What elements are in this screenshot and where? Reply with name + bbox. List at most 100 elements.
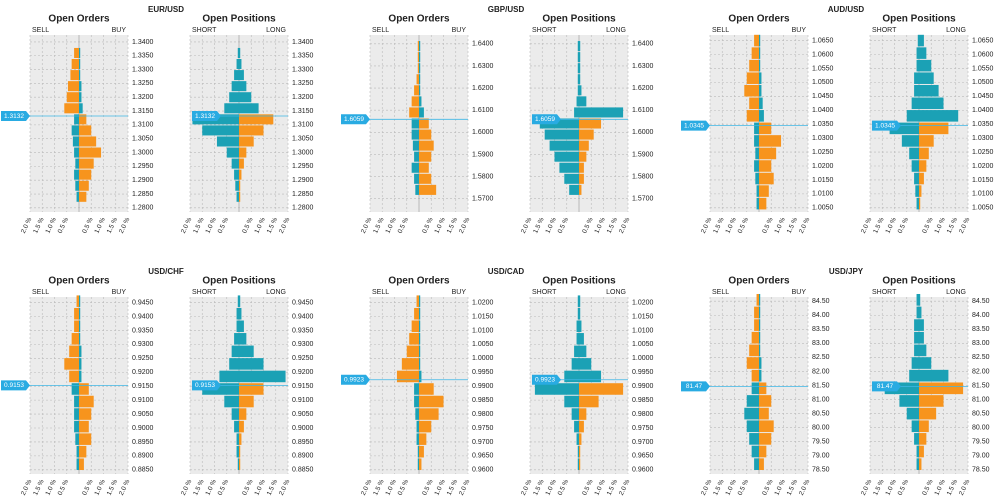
bar <box>202 383 239 395</box>
panel-title: Open Positions <box>202 276 276 287</box>
bar <box>579 320 582 333</box>
bar <box>756 293 759 306</box>
y-tick-label: 1.0500 <box>812 79 834 86</box>
x-tick-label: 2.0 % <box>958 478 971 496</box>
bar <box>914 344 919 357</box>
y-tick-label: 79.50 <box>972 439 990 446</box>
y-tick-label: 1.0050 <box>972 205 994 212</box>
current-price-tag <box>532 114 561 125</box>
bar <box>76 445 79 458</box>
series-label: BUY <box>112 27 127 34</box>
bar <box>579 295 581 307</box>
bar <box>416 420 419 433</box>
bar <box>415 408 419 420</box>
bar <box>914 72 919 84</box>
bar <box>411 320 419 333</box>
y-tick-label: 0.9200 <box>132 369 154 376</box>
bar <box>419 173 432 184</box>
x-tick-label: 0.5 % <box>897 478 910 496</box>
bar <box>419 445 424 458</box>
bar <box>76 295 79 307</box>
bar <box>79 136 97 147</box>
bar <box>534 383 579 395</box>
x-tick-label: 2.0 % <box>118 216 131 234</box>
bar <box>549 140 579 151</box>
bar <box>574 107 579 118</box>
y-tick-label: 0.9800 <box>632 411 654 418</box>
bar <box>231 408 239 420</box>
bar <box>751 445 759 458</box>
bar <box>224 103 239 114</box>
x-tick-label: 0.5 % <box>897 216 910 234</box>
y-tick-label: 1.0350 <box>812 121 834 128</box>
bar <box>754 34 759 47</box>
panel-title: Open Orders <box>48 14 110 25</box>
bar <box>751 369 759 382</box>
y-tick-label: 1.5900 <box>632 151 654 158</box>
bar <box>75 180 79 191</box>
current-price-label: 1.6059 <box>344 116 364 123</box>
bar <box>414 151 419 162</box>
bar <box>79 320 81 333</box>
bar <box>919 172 924 185</box>
bar <box>576 333 579 345</box>
bar <box>759 160 772 172</box>
bar <box>759 382 767 395</box>
bar <box>577 63 579 74</box>
y-tick-label: 1.3000 <box>292 149 314 156</box>
bar <box>70 70 79 81</box>
bar <box>751 331 759 344</box>
y-tick-label: 1.3050 <box>132 136 154 143</box>
bar <box>544 129 579 140</box>
x-tick-label: 0.5 % <box>57 216 70 234</box>
y-tick-label: 1.0100 <box>632 327 654 334</box>
bar <box>231 81 239 92</box>
panel-title: Open Positions <box>882 276 956 287</box>
bar <box>74 114 79 125</box>
bar <box>754 306 759 319</box>
y-tick-label: 1.6100 <box>632 107 654 114</box>
current-price-label: 1.3132 <box>4 113 24 120</box>
bar <box>579 129 594 140</box>
bar <box>919 135 934 147</box>
y-tick-label: 1.3400 <box>292 39 314 46</box>
bar <box>79 70 81 81</box>
series-label: LONG <box>946 27 966 34</box>
bar <box>759 34 761 47</box>
bar <box>916 59 919 72</box>
bar <box>412 140 419 151</box>
y-tick-label: 1.3200 <box>132 94 154 101</box>
current-price-tag <box>681 120 710 131</box>
bar <box>71 333 79 345</box>
bar <box>79 358 82 370</box>
bar <box>579 74 581 85</box>
x-tick-label: 2.0 % <box>618 216 631 234</box>
bar <box>239 125 264 136</box>
x-tick-label: 0.5 % <box>397 216 410 234</box>
bar <box>419 307 421 320</box>
bar <box>235 180 239 191</box>
bar <box>759 319 761 331</box>
bar <box>419 320 421 333</box>
bar <box>554 151 579 162</box>
bar <box>67 81 79 92</box>
bar <box>577 52 579 63</box>
y-tick-label: 0.9650 <box>472 453 494 460</box>
current-price-label: 1.3132 <box>195 113 215 120</box>
bar <box>539 118 579 129</box>
bar <box>419 129 432 140</box>
bar <box>884 382 919 395</box>
y-tick-label: 1.5800 <box>472 173 494 180</box>
y-tick-label: 1.3100 <box>292 122 314 129</box>
bar <box>909 369 919 382</box>
y-tick-label: 1.2800 <box>132 205 154 212</box>
bar <box>79 433 92 445</box>
bar <box>239 370 286 383</box>
bar <box>579 151 587 162</box>
bar <box>79 114 87 125</box>
bar <box>577 85 579 96</box>
y-tick-label: 1.0450 <box>972 93 994 100</box>
y-tick-label: 0.9150 <box>132 383 154 390</box>
series-label: LONG <box>266 27 286 34</box>
bar <box>239 92 252 103</box>
